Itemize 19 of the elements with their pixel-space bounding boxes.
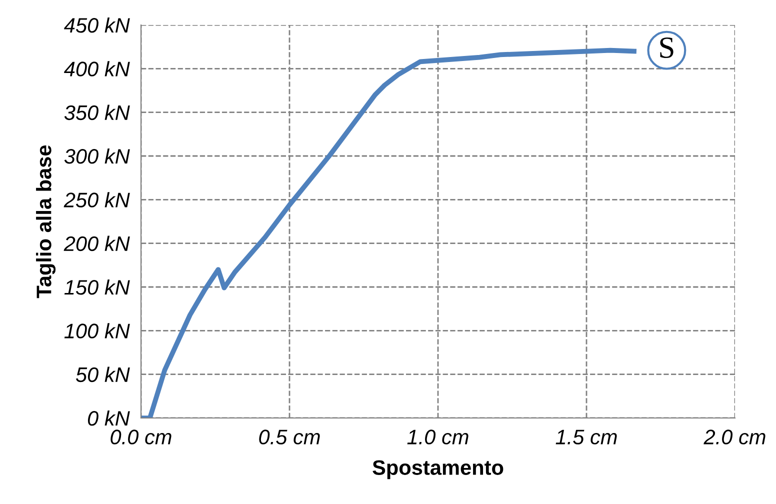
x-tick-label: 0.0 cm xyxy=(110,430,172,444)
y-tick-label: 250 kN xyxy=(64,192,130,208)
y-tick-label: 300 kN xyxy=(64,148,130,164)
y-tick-label: 150 kN xyxy=(64,279,130,295)
y-tick-label: 0 kN xyxy=(88,410,130,426)
x-tick-label: 2.0 cm xyxy=(704,430,766,444)
line-series xyxy=(141,48,636,418)
y-tick-label: 400 kN xyxy=(64,61,130,76)
x-axis-title: Spostamento xyxy=(372,460,504,480)
annotation: S xyxy=(660,37,674,58)
y-tick-label: 100 kN xyxy=(64,323,130,338)
y-tick-label: 50 kN xyxy=(76,366,130,382)
y-axis-title: Taglio alla base xyxy=(36,145,56,298)
x-tick-label: 0.5 cm xyxy=(259,430,320,444)
x-tick-label: 1.5 cm xyxy=(556,430,617,444)
x-tick-label: 1.0 cm xyxy=(407,430,468,444)
y-tick-label: 350 kN xyxy=(64,104,130,120)
y-tick-label: 450 kN xyxy=(64,17,130,33)
y-tick-label: 200 kN xyxy=(64,236,130,252)
